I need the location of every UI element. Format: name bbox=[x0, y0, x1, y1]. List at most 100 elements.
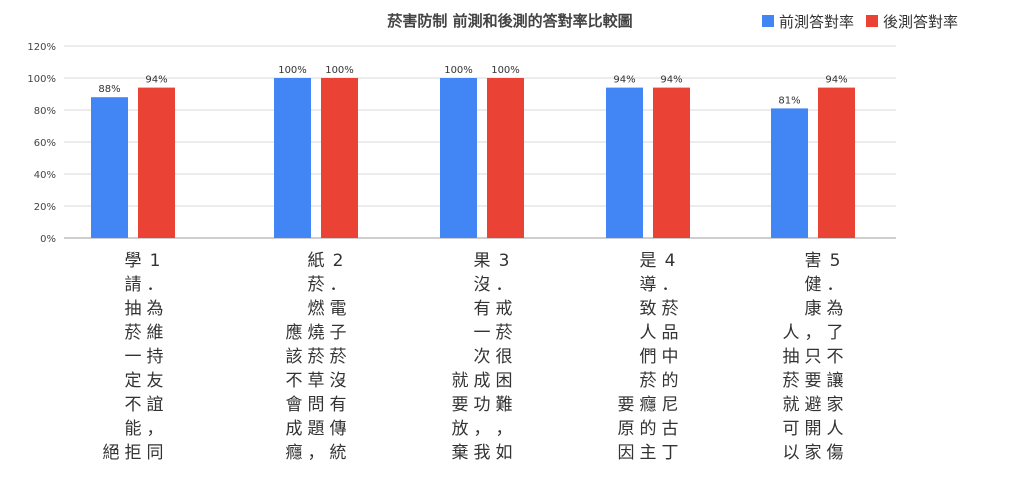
legend: 前測答對率 後測答對率 bbox=[762, 10, 970, 32]
category-label-char: 尼 bbox=[662, 395, 679, 415]
bar-posttest-4 bbox=[653, 87, 690, 238]
category-label-char: 戒 bbox=[496, 299, 513, 319]
category-label-char: 癮 bbox=[640, 395, 657, 415]
category-label-char: 致 bbox=[640, 299, 657, 319]
category-label-char: 要 bbox=[452, 395, 469, 415]
category-label-char: 題 bbox=[308, 419, 325, 439]
category-label-char: ． bbox=[827, 275, 844, 295]
category-label-char: 中 bbox=[662, 347, 679, 367]
category-label-char: 讓 bbox=[827, 370, 844, 391]
category-label-char: 1 bbox=[150, 251, 161, 271]
category-label-char: 導 bbox=[640, 275, 657, 295]
category-label-char: 只 bbox=[805, 347, 822, 367]
data-label: 100% bbox=[278, 65, 307, 76]
category-label-char: 拒 bbox=[125, 443, 142, 463]
data-label: 88% bbox=[98, 84, 120, 95]
category-label-char: 誼 bbox=[147, 395, 164, 415]
category-label-char: 應 bbox=[286, 322, 303, 343]
category-label-char: 4 bbox=[665, 251, 676, 271]
category-label-char: 要 bbox=[805, 371, 822, 391]
category-label-char: 統 bbox=[330, 443, 347, 463]
bar-posttest-1 bbox=[138, 87, 175, 238]
category-label-char: 子 bbox=[330, 323, 347, 343]
category-label-char: 是 bbox=[640, 251, 657, 271]
category-label-char: 3 bbox=[499, 251, 510, 271]
category-label-char: 家 bbox=[805, 443, 822, 463]
category-label-char: ， bbox=[147, 419, 164, 439]
category-label-char: 家 bbox=[827, 395, 844, 415]
y-tick-label: 80% bbox=[34, 106, 56, 117]
category-label-char: 為 bbox=[827, 299, 844, 319]
category-label-char: 5 bbox=[830, 251, 841, 271]
y-tick-label: 60% bbox=[34, 138, 56, 149]
category-label-char: 開 bbox=[805, 419, 822, 439]
category-label-char: 放 bbox=[452, 419, 469, 439]
data-label: 94% bbox=[613, 75, 635, 86]
y-tick-label: 0% bbox=[40, 234, 56, 245]
category-label-char: 傳 bbox=[330, 419, 347, 439]
category-label-char: 持 bbox=[147, 347, 164, 367]
category-label-char: ， bbox=[496, 419, 513, 439]
category-label-char: 成 bbox=[474, 371, 491, 391]
legend-item-pretest[interactable]: 前測答對率 bbox=[762, 11, 854, 32]
category-label-char: 丁 bbox=[662, 443, 679, 463]
category-label-char: 燒 bbox=[308, 323, 325, 343]
data-label: 94% bbox=[145, 75, 167, 86]
category-label-char: 有 bbox=[330, 395, 347, 415]
category-label-char: ． bbox=[496, 275, 513, 295]
data-label: 100% bbox=[325, 65, 354, 76]
category-label-char: 抽 bbox=[125, 299, 142, 319]
category-label-char: 古 bbox=[662, 419, 679, 439]
category-label-char: 一 bbox=[125, 347, 142, 367]
category-label-char: 原 bbox=[618, 419, 635, 439]
category-label-char: ， bbox=[474, 419, 491, 439]
category-label-char: 請 bbox=[125, 275, 142, 295]
category-label-char: ， bbox=[308, 443, 325, 463]
category-label-char: 會 bbox=[286, 395, 303, 415]
category-label-char: 菸 bbox=[125, 323, 142, 343]
category-label-char: 學 bbox=[125, 251, 142, 271]
category-label-char: 菸 bbox=[330, 347, 347, 367]
category-label-char: 了 bbox=[827, 323, 844, 343]
category-label-char: 可 bbox=[783, 419, 800, 439]
data-label: 81% bbox=[778, 95, 800, 106]
category-label-char: 能 bbox=[125, 419, 142, 439]
category-label-char: 因 bbox=[618, 443, 635, 463]
category-label-char: 害 bbox=[805, 251, 822, 271]
category-label-char: 菸 bbox=[496, 323, 513, 343]
category-label-char: 棄 bbox=[452, 443, 469, 463]
category-label-char: 菸 bbox=[308, 275, 325, 295]
category-label-char: 燃 bbox=[308, 299, 325, 319]
category-label-char: ． bbox=[147, 275, 164, 295]
data-label: 94% bbox=[825, 75, 847, 86]
category-label-char: 一 bbox=[474, 323, 491, 343]
category-label-char: 們 bbox=[640, 347, 657, 367]
category-label-char: 就 bbox=[783, 395, 800, 415]
category-label-char: 菸 bbox=[640, 371, 657, 391]
category-label-char: 電 bbox=[330, 299, 347, 319]
category-label-char: 為 bbox=[147, 299, 164, 319]
category-label-char: 就 bbox=[452, 371, 469, 391]
category-label-char: 不 bbox=[125, 395, 142, 415]
category-label-char: 癮 bbox=[286, 443, 303, 463]
category-label-char: 我 bbox=[474, 443, 491, 463]
category-label-char: 維 bbox=[147, 323, 164, 343]
data-label: 94% bbox=[660, 75, 682, 86]
category-label-char: 有 bbox=[474, 299, 491, 319]
category-label-char: 主 bbox=[640, 443, 657, 463]
bar-pretest-3 bbox=[440, 78, 477, 238]
category-label-char: 果 bbox=[474, 251, 491, 271]
bar-pretest-1 bbox=[91, 97, 128, 238]
category-label-char: 菸 bbox=[662, 299, 679, 319]
category-label-char: 傷 bbox=[827, 443, 844, 463]
legend-item-posttest[interactable]: 後測答對率 bbox=[866, 11, 958, 32]
category-label-char: 品 bbox=[662, 323, 679, 343]
bar-posttest-3 bbox=[487, 78, 524, 238]
category-label-char: 人 bbox=[640, 323, 657, 343]
category-label-char: 該 bbox=[286, 347, 303, 367]
category-label-char: 人 bbox=[783, 323, 800, 343]
category-label-char: 健 bbox=[805, 275, 822, 295]
category-label-char: 抽 bbox=[783, 347, 800, 367]
y-tick-label: 40% bbox=[34, 170, 56, 181]
